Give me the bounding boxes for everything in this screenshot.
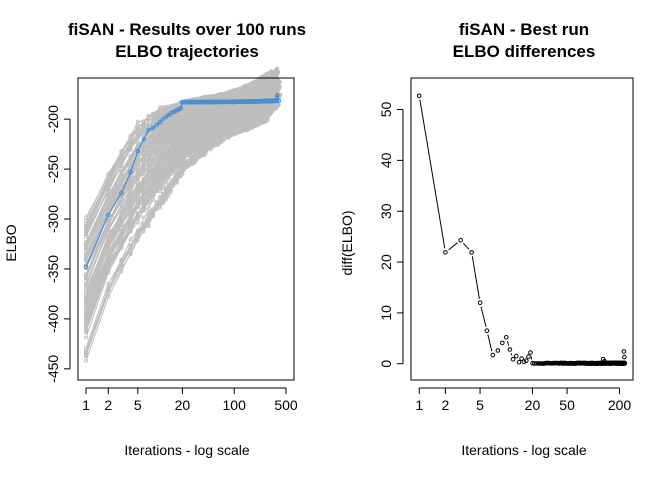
other-runs-group [84,66,283,363]
right-x-axis-label: Iterations - log scale [461,442,586,458]
right-y-axis-label: diff(ELBO) [339,210,355,275]
left-chart-title: fiSAN - Results over 100 runs [68,20,306,39]
run-point [106,227,111,232]
left-x-axis-label: Iterations - log scale [124,442,249,458]
right-chart-title: fiSAN - Best run [459,20,589,39]
run-point [141,155,146,160]
left-y-axis-label: ELBO [3,224,19,261]
run-point [146,118,151,123]
run-point [84,282,89,287]
left-plot-area: 1 2 5 20 100 500-450-400-350-300-250-200 [45,66,298,413]
run-point [135,161,140,166]
left-chart-subtitle: ELBO trajectories [115,42,259,61]
right-chart-subtitle: ELBO differences [453,42,596,61]
